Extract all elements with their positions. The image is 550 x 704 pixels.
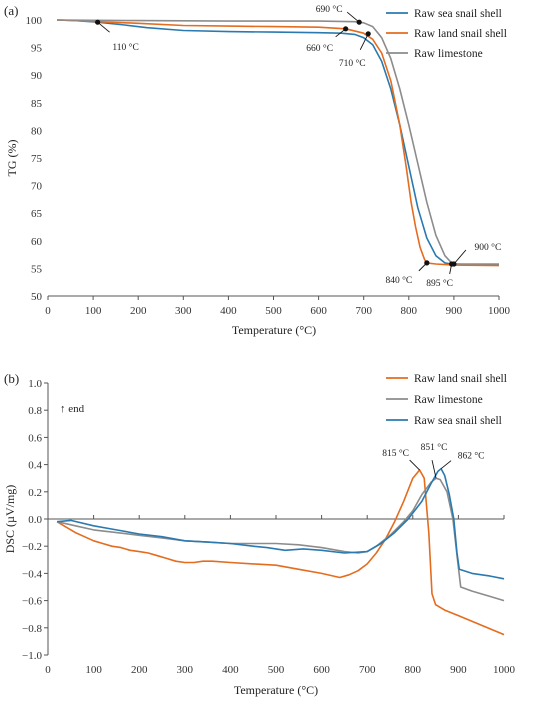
series-line: [56, 469, 505, 636]
series-line: [56, 19, 499, 266]
legend-label: Raw land snail shell: [414, 373, 507, 385]
dsc-x-axis-label: Temperature (°C): [234, 683, 318, 697]
annotation-label: 840 °C: [385, 275, 412, 286]
x-tick-label: 100: [85, 305, 102, 317]
dsc-legend: Raw land snail shell Raw limestone Raw sea…: [386, 373, 507, 427]
x-tick-label: 500: [265, 305, 282, 317]
panel-a-label: (a): [4, 3, 18, 18]
x-tick-label: 800: [405, 664, 422, 676]
x-tick-label: 300: [175, 305, 192, 317]
dsc-y-axis-label: DSC (µV/mg): [3, 485, 17, 554]
y-tick-label: 80: [31, 125, 43, 137]
y-tick-label: 50: [31, 291, 43, 303]
x-tick-label: 300: [177, 664, 194, 676]
y-tick-label: 0.8: [28, 405, 42, 417]
y-tick-label: −1.0: [22, 650, 42, 662]
x-tick-label: 700: [359, 664, 376, 676]
y-tick-label: 95: [31, 43, 43, 55]
tg-tick-marks: [47, 296, 500, 300]
y-tick-label: −0.2: [22, 541, 42, 553]
y-tick-label: 90: [31, 70, 43, 82]
annotation-leader: [97, 21, 110, 33]
dsc-end-indicator: ↑ end: [60, 403, 85, 415]
tg-annotations: 110 °C 690 °C 660 °C 710 °C 840 °C 895 °C 900 …: [95, 4, 501, 289]
x-tick-label: 600: [313, 664, 330, 676]
legend-label: Raw sea snail shell: [414, 415, 502, 427]
annotation-leader: [359, 33, 369, 51]
series-line: [57, 467, 505, 580]
panel-b-label: (b): [4, 371, 19, 386]
annotation-leader: [409, 459, 420, 471]
y-tick-label: 1.0: [28, 378, 42, 390]
annotation-leader: [335, 28, 346, 38]
x-tick-label: 0: [45, 305, 51, 317]
y-tick-label: 85: [31, 98, 43, 110]
series-line: [56, 19, 500, 267]
tg-y-axis-label: TG (%): [5, 140, 19, 177]
legend-label: Raw limestone: [414, 48, 483, 60]
tg-y-tick-labels: 50 55 60 65 70 75 80 85 90 95 100: [26, 15, 43, 303]
x-tick-label: 100: [85, 664, 102, 676]
annotation-label: 851 °C: [421, 442, 448, 453]
annotation-leader: [440, 460, 452, 470]
y-tick-label: 0.0: [28, 514, 42, 526]
y-tick-label: −0.8: [22, 623, 42, 635]
x-tick-label: 400: [220, 305, 237, 317]
dsc-series-group: [56, 467, 505, 636]
y-tick-label: 0.4: [28, 460, 42, 472]
y-tick-label: 65: [31, 208, 43, 220]
series-line: [56, 477, 505, 602]
y-tick-label: 55: [31, 263, 43, 275]
x-tick-label: 500: [268, 664, 285, 676]
x-tick-label: 1000: [488, 305, 511, 317]
x-tick-label: 900: [450, 664, 467, 676]
annotation-label: 660 °C: [306, 43, 333, 54]
dsc-tick-marks: [44, 382, 505, 656]
x-tick-label: 400: [222, 664, 239, 676]
annotation-label: 710 °C: [339, 58, 366, 69]
y-tick-label: −0.6: [22, 596, 42, 608]
y-tick-label: −0.4: [22, 568, 42, 580]
y-tick-label: 0.2: [28, 487, 42, 499]
y-tick-label: 0.6: [28, 432, 42, 444]
legend-label: Raw limestone: [414, 394, 483, 406]
legend-label: Raw land snail shell: [414, 28, 507, 40]
tg-x-axis-label: Temperature (°C): [232, 323, 316, 337]
annotation-label: 110 °C: [112, 42, 138, 53]
tg-legend: Raw sea snail shell Raw land snail shell R…: [386, 8, 507, 60]
annotation-leader: [449, 263, 453, 275]
x-tick-label: 200: [131, 664, 148, 676]
legend-label: Raw sea snail shell: [414, 8, 502, 20]
annotation-leader: [418, 262, 428, 272]
y-tick-label: 100: [26, 15, 43, 27]
annotation-leader: [431, 460, 437, 479]
x-tick-label: 900: [446, 305, 463, 317]
x-tick-label: 200: [130, 305, 147, 317]
x-tick-label: 1000: [493, 664, 516, 676]
y-tick-label: 70: [31, 181, 43, 193]
annotation-label: 900 °C: [475, 242, 502, 253]
dsc-x-tick-labels: 0 100 200 300 400 500 600 700 800 900 1000: [45, 664, 515, 676]
x-tick-label: 800: [401, 305, 418, 317]
annotation-leader: [346, 11, 360, 23]
x-tick-label: 0: [45, 664, 51, 676]
annotation-label: 895 °C: [426, 278, 453, 289]
y-tick-label: 60: [31, 236, 43, 248]
x-tick-label: 700: [355, 305, 372, 317]
dsc-y-tick-labels: −1.0 −0.8 −0.6 −0.4 −0.2 0.0 0.2 0.4 0.6 0.8 1.0: [22, 378, 42, 662]
x-tick-label: 600: [310, 305, 327, 317]
annotation-label: 690 °C: [316, 4, 343, 15]
tg-chart: (a) 50 55 60 65 70 75 80 85 90 95 100 0 100 200 300 40…: [4, 3, 511, 337]
dsc-annotations: 815 °C 851 °C 862 °C: [382, 442, 485, 479]
tg-x-tick-labels: 0 100 200 300 400 500 600 700 800 900 1000: [45, 305, 510, 317]
annotation-leader: [453, 249, 467, 265]
annotation-label: 862 °C: [458, 451, 485, 462]
annotation-label: 815 °C: [382, 448, 409, 459]
dsc-chart: (b) ↑ end −1.0 −0.8 −0.6 −0.4 −0.2 0.0 0.2 0.4 0…: [3, 371, 516, 697]
y-tick-label: 75: [31, 153, 43, 165]
